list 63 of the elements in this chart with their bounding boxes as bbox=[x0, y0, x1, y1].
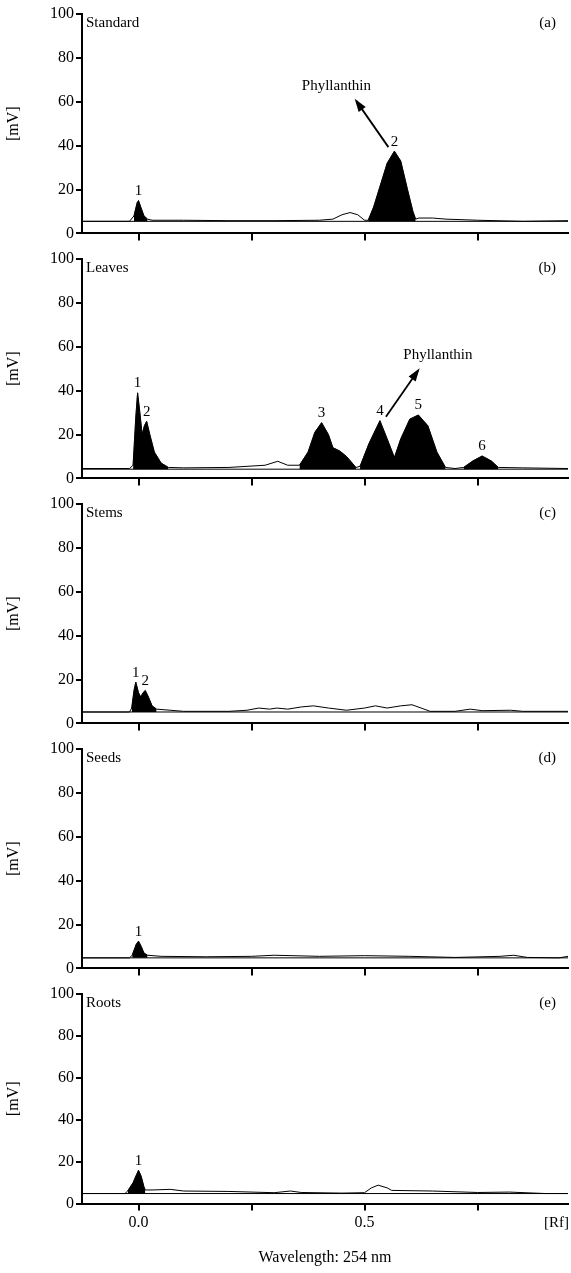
annotation: 2 bbox=[142, 402, 151, 419]
chart-title: Seeds bbox=[86, 749, 122, 766]
y-tick-label: 20 bbox=[58, 424, 74, 442]
y-tick-label: 80 bbox=[58, 783, 74, 801]
chart-subtitle: (d) bbox=[538, 749, 556, 767]
y-tick-label: 20 bbox=[58, 1151, 74, 1169]
x-tick-label: 0.0 bbox=[128, 1213, 149, 1231]
annotation: 1 bbox=[134, 922, 143, 939]
y-tick-label: 60 bbox=[58, 826, 74, 844]
y-tick-label: 60 bbox=[58, 581, 74, 599]
annotation: 1 bbox=[132, 663, 140, 680]
annotation: 1 bbox=[133, 374, 142, 391]
annotation: 2 bbox=[390, 132, 399, 149]
annotation: 1 bbox=[134, 1151, 143, 1168]
annotation: 1 bbox=[134, 181, 143, 198]
y-tick-label: 80 bbox=[58, 538, 74, 556]
y-axis-title: [mV] bbox=[3, 351, 21, 387]
y-tick-label: 0 bbox=[66, 223, 74, 241]
annotation: 3 bbox=[317, 404, 326, 421]
chart-subtitle: (b) bbox=[538, 259, 556, 277]
annotation: Phyllanthin bbox=[301, 76, 372, 93]
annotation: Phyllanthin bbox=[403, 346, 474, 363]
x-tick-label: 0.5 bbox=[354, 1213, 375, 1231]
y-tick-label: 0 bbox=[66, 468, 74, 486]
y-tick-label: 40 bbox=[58, 870, 74, 888]
y-axis-title: [mV] bbox=[3, 106, 21, 142]
y-tick-label: 40 bbox=[58, 135, 74, 153]
y-tick-label: 0 bbox=[66, 1193, 74, 1211]
chart-title: Stems bbox=[86, 504, 123, 521]
y-tick-label: 80 bbox=[58, 1026, 74, 1044]
y-tick-label: 100 bbox=[50, 4, 74, 22]
y-tick-label: 100 bbox=[50, 739, 74, 757]
y-tick-label: 100 bbox=[50, 984, 74, 1002]
annotation: 5 bbox=[414, 396, 423, 413]
x-axis-title: Wavelength: 254 nm bbox=[258, 1247, 393, 1266]
chart-title: Roots bbox=[86, 994, 122, 1011]
chart-subtitle: (a) bbox=[539, 14, 556, 32]
y-tick-label: 0 bbox=[66, 713, 74, 731]
y-axis-title: [mV] bbox=[3, 841, 21, 877]
annotation: 4 bbox=[376, 402, 385, 419]
y-tick-label: 80 bbox=[58, 48, 74, 66]
y-tick-label: 20 bbox=[58, 179, 74, 197]
y-tick-label: 100 bbox=[50, 494, 74, 512]
y-tick-label: 0 bbox=[66, 958, 74, 976]
y-tick-label: 20 bbox=[58, 669, 74, 687]
chart-title: Standard bbox=[86, 14, 140, 31]
annotation: 2 bbox=[141, 671, 150, 688]
text: [Rf] bbox=[544, 1214, 569, 1231]
y-tick-label: 40 bbox=[58, 625, 74, 643]
y-tick-label: 40 bbox=[58, 1109, 74, 1127]
chart-subtitle: (c) bbox=[539, 504, 556, 522]
y-tick-label: 60 bbox=[58, 336, 74, 354]
y-tick-label: 60 bbox=[58, 1068, 74, 1086]
y-tick-label: 20 bbox=[58, 914, 74, 932]
chart-title: Leaves bbox=[86, 259, 129, 276]
chart-subtitle: (e) bbox=[539, 994, 556, 1012]
y-tick-label: 40 bbox=[58, 380, 74, 398]
y-axis-title: [mV] bbox=[3, 1081, 21, 1117]
y-axis-title: [mV] bbox=[3, 596, 21, 632]
y-tick-label: 100 bbox=[50, 249, 74, 267]
y-tick-label: 60 bbox=[58, 91, 74, 109]
annotation: 6 bbox=[478, 437, 487, 454]
y-tick-label: 80 bbox=[58, 293, 74, 311]
